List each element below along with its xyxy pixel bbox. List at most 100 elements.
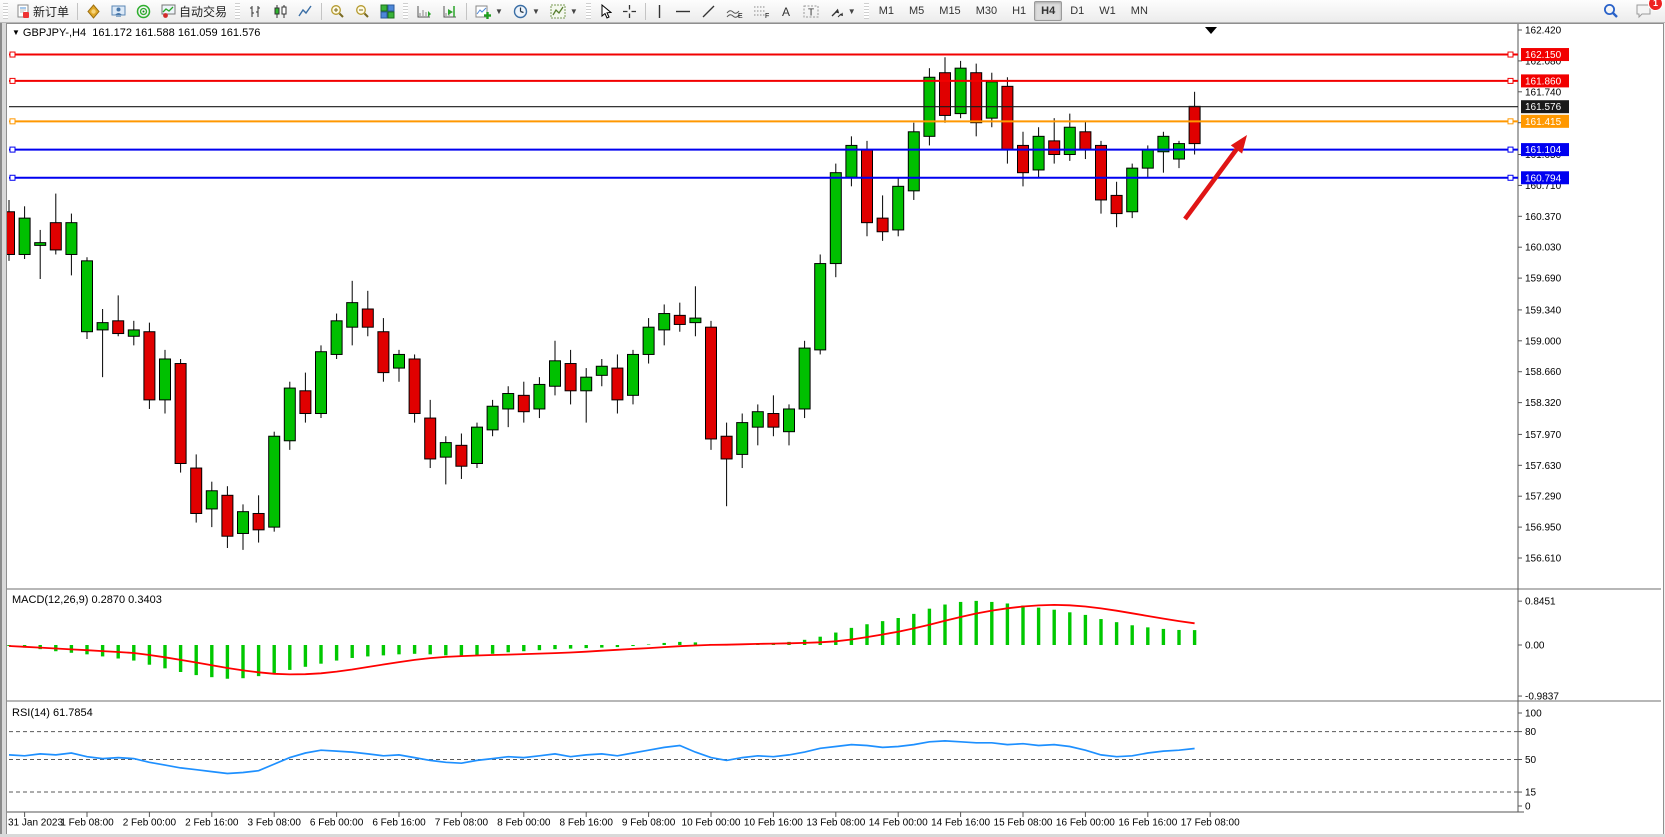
crosshair-button[interactable] <box>617 0 642 22</box>
arrow-annotation <box>1183 135 1247 221</box>
symbol-menu-icon[interactable]: ▼ <box>12 28 20 37</box>
candle-body-bear <box>174 363 187 464</box>
candle-body-bull <box>954 67 967 115</box>
svg-text:50: 50 <box>1525 755 1537 766</box>
candle-body-bear <box>673 314 686 325</box>
rsi-indicator-label: RSI(14) 61.7854 <box>12 707 93 719</box>
fibonacci-tool-button[interactable]: F <box>748 0 775 22</box>
candle-body-bear <box>564 363 577 392</box>
timeframe-m15-button[interactable]: M15 <box>939 5 961 17</box>
cursor-button[interactable] <box>594 0 617 22</box>
timeframe-h1-button[interactable]: H1 <box>1012 5 1027 17</box>
candle-body-bull <box>315 351 327 415</box>
candle-body-bull <box>907 131 920 192</box>
svg-text:100: 100 <box>1525 709 1542 720</box>
auto-trading-button[interactable]: 自动交易 <box>156 0 232 22</box>
window-bottom-edge <box>0 834 1665 837</box>
date-label: 8 Feb 16:00 <box>560 818 614 829</box>
toolbar-grip[interactable] <box>3 3 8 19</box>
search-icon <box>1603 3 1619 19</box>
zoom-out-button[interactable] <box>350 0 375 22</box>
price-tag-161.860 <box>1521 74 1569 88</box>
timeframe-d1-button[interactable]: D1 <box>1070 5 1085 17</box>
search-button[interactable] <box>1598 0 1624 22</box>
trendline-tool-button[interactable] <box>696 0 721 22</box>
toolbar-grip[interactable] <box>403 3 409 19</box>
periods-button[interactable]: ▼ <box>508 0 545 22</box>
candle-body-bull <box>736 422 749 455</box>
timeframe-h4-button[interactable]: H4 <box>1034 1 1063 21</box>
candle-body-bull <box>159 358 171 401</box>
candle-body-bull <box>486 405 499 431</box>
svg-text:156.950: 156.950 <box>1525 523 1562 534</box>
timeframe-m30-button[interactable]: M30 <box>975 5 998 17</box>
notifications-button[interactable]: 1 <box>1630 0 1663 22</box>
svg-text:162.080: 162.080 <box>1525 56 1562 67</box>
new-order-button[interactable]: 新订单 <box>11 0 74 22</box>
auto-scroll-button[interactable] <box>411 0 437 22</box>
zoom-in-button[interactable] <box>325 0 350 22</box>
candle-body-bull <box>642 326 655 355</box>
candle-body-bull <box>81 260 93 333</box>
timeframe-mn-button[interactable]: MN <box>1130 5 1148 17</box>
label-tool-button[interactable]: T <box>798 0 824 22</box>
date-label: 16 Feb 00:00 <box>1056 818 1115 829</box>
templates-button[interactable]: ▼ <box>545 0 583 22</box>
chart-shift-button[interactable] <box>437 0 463 22</box>
date-label: 14 Feb 00:00 <box>869 818 928 829</box>
market-watch-button[interactable] <box>106 0 131 22</box>
date-label: 16 Feb 16:00 <box>1118 818 1177 829</box>
monitor-person-icon <box>111 4 126 19</box>
level-handle <box>1507 118 1514 125</box>
chart-shift-marker[interactable] <box>1205 27 1217 34</box>
bar-chart-button[interactable] <box>243 0 268 22</box>
date-label: 1 Feb 08:00 <box>60 818 114 829</box>
toolbar-grip[interactable] <box>585 3 591 19</box>
svg-text:0.00: 0.00 <box>1525 641 1545 652</box>
level-handle <box>1507 77 1514 84</box>
chart-canvas[interactable]: 162.420162.080161.740161.400161.050160.7… <box>7 24 1661 833</box>
level-handle <box>9 146 16 153</box>
level-handle <box>9 174 16 181</box>
timeframe-m5-button[interactable]: M5 <box>909 5 925 17</box>
candle-body-bear <box>767 413 780 428</box>
candle-body-bear <box>861 149 873 224</box>
toolbar-grip[interactable] <box>863 3 869 19</box>
candle-body-bull <box>205 490 218 510</box>
seal-button[interactable] <box>81 0 106 22</box>
candle-body-bear <box>611 367 624 401</box>
candle-body-bull <box>658 313 671 331</box>
candle-body-bull <box>502 393 515 410</box>
toolbar-grip[interactable] <box>235 3 241 19</box>
arrows-tool-button[interactable]: ▼ <box>824 0 861 22</box>
equidistant-channel-button[interactable]: E <box>721 0 748 22</box>
vertical-line-tool-button[interactable] <box>649 0 670 22</box>
candle-body-bull <box>783 408 795 433</box>
svg-text:F: F <box>765 13 769 19</box>
candle-body-bull <box>595 365 608 376</box>
candle-body-bull <box>1157 135 1170 153</box>
arrow-shaft[interactable] <box>1183 148 1239 221</box>
auto-scroll-icon <box>416 4 432 19</box>
candle-body-bull <box>689 317 702 324</box>
horizontal-line-tool-button[interactable] <box>670 0 696 22</box>
signal-button[interactable] <box>131 0 156 22</box>
date-label: 10 Feb 00:00 <box>682 818 741 829</box>
line-chart-button[interactable] <box>293 0 318 22</box>
chart-window[interactable]: 162.420162.080161.740161.400161.050160.7… <box>6 23 1664 836</box>
candle-body-bear <box>190 467 203 514</box>
tile-windows-button[interactable] <box>375 0 400 22</box>
date-label: 2 Feb 00:00 <box>123 818 177 829</box>
timeframe-m1-button[interactable]: M1 <box>878 5 894 17</box>
text-tool-button[interactable]: A <box>775 0 798 22</box>
line-chart-icon <box>298 4 313 19</box>
candle-body-bear <box>299 390 312 415</box>
candlestick-chart-button[interactable] <box>268 0 293 22</box>
macd-indicator-label: MACD(12,26,9) 0.2870 0.3403 <box>12 594 162 606</box>
candle-body-bull <box>237 511 249 534</box>
pane-splitters <box>7 24 1661 813</box>
timeframe-w1-button[interactable]: W1 <box>1099 5 1116 17</box>
candle-body-bear <box>455 444 468 467</box>
indicators-button[interactable]: ▼ <box>470 0 508 22</box>
candle-body-bull <box>985 81 998 119</box>
